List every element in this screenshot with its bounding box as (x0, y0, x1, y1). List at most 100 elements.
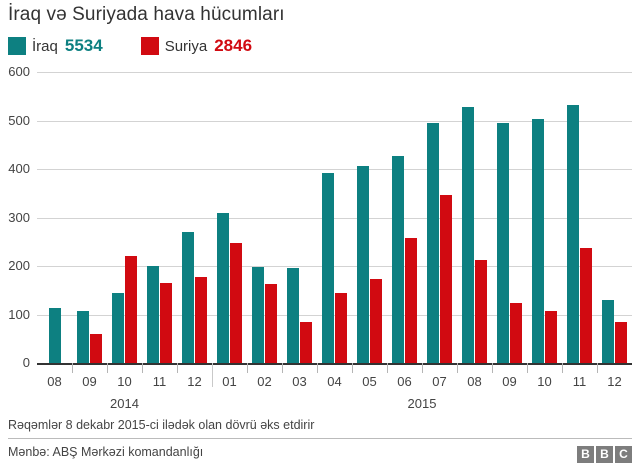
footer-divider (8, 438, 632, 439)
y-axis-tick: 400 (0, 161, 640, 176)
bar-iraq[interactable] (567, 104, 579, 363)
bar-iraq[interactable] (252, 266, 264, 363)
x-axis-tick-label: 05 (362, 374, 377, 389)
x-axis-year-label: 2015 (407, 396, 437, 411)
bar-iraq[interactable] (392, 156, 404, 363)
y-axis-tick: 0 (0, 355, 640, 370)
x-axis-tick-label: 10 (537, 374, 552, 389)
x-axis-tick-label: 06 (397, 374, 412, 389)
bar-group (212, 72, 247, 363)
y-axis-tick-label: 500 (8, 112, 30, 128)
bar-syria[interactable] (475, 259, 487, 363)
x-axis-tick-separator (317, 363, 318, 373)
bar-group (387, 72, 422, 363)
bar-iraq[interactable] (77, 310, 89, 363)
x-axis-year-label: 2014 (110, 396, 139, 411)
y-axis-tick-label: 100 (8, 306, 30, 322)
bar-iraq[interactable] (48, 308, 61, 363)
bar-syria[interactable] (510, 303, 522, 363)
x-axis-tick-label: 01 (222, 374, 237, 389)
y-axis: 0 100 200 300 400 500 600 (0, 64, 640, 370)
bar-group (37, 72, 72, 363)
x-axis-tick-label: 07 (432, 374, 447, 389)
x-axis-tick-separator (457, 363, 458, 373)
bbc-logo: B B C (577, 446, 632, 463)
x-axis-tick-separator (492, 363, 493, 373)
bar-syria[interactable] (370, 279, 382, 363)
y-axis-gridline (37, 169, 632, 170)
y-axis-gridline (37, 314, 632, 316)
x-axis-tick-separator (352, 363, 353, 373)
y-axis-tick: 600 (0, 64, 640, 79)
x-axis-tick-label: 04 (327, 374, 342, 389)
bar-syria[interactable] (405, 238, 417, 363)
bar-syria[interactable] (195, 277, 207, 363)
bar-iraq[interactable] (532, 119, 544, 363)
y-axis-tick: 300 (0, 210, 640, 225)
legend-value-syria: 2846 (214, 36, 253, 55)
x-axis-tick-separator (527, 363, 528, 373)
x-axis-tick-separator (387, 363, 388, 373)
y-axis-gridline (37, 72, 632, 73)
bar-group (422, 72, 457, 363)
x-axis-tick-label: 10 (117, 374, 132, 389)
x-axis-tick-label: 09 (82, 374, 97, 389)
x-axis-tick-label: 12 (607, 374, 622, 389)
bar-syria[interactable] (125, 256, 137, 363)
bar-iraq[interactable] (147, 265, 159, 363)
x-axis-tick-separator (247, 363, 248, 373)
y-axis-tick-label: 400 (8, 161, 30, 176)
y-axis-tick: 100 (0, 307, 640, 322)
plot-area: 0 100 200 300 400 500 600 08 09 10 11 12 01 02 03 04 05… (0, 64, 640, 411)
bbc-logo-letter: B (577, 446, 594, 463)
x-axis-tick-label: 03 (292, 374, 307, 389)
bar-syria[interactable] (580, 248, 592, 363)
bar-iraq[interactable] (427, 123, 439, 363)
legend-swatch-iraq (8, 37, 26, 55)
bar-syria[interactable] (335, 292, 347, 363)
y-axis-gridline (37, 363, 632, 365)
bar-group (72, 72, 107, 363)
chart-source: Mənbə: ABŞ Mərkəzi komandanlığı (8, 445, 204, 459)
bar-group (352, 72, 387, 363)
bar-series-group (37, 72, 632, 363)
bar-iraq[interactable] (462, 106, 474, 363)
x-axis-tick-separator (562, 363, 563, 373)
x-axis-tick-label: 08 (467, 374, 482, 389)
bar-group (527, 72, 562, 363)
bar-group (597, 72, 632, 363)
x-axis-tick-label: 11 (572, 374, 587, 389)
bar-iraq[interactable] (602, 299, 614, 363)
chart-legend: İraq 5534 Suriya 2846 (8, 36, 252, 56)
y-axis-tick: 200 (0, 258, 640, 273)
bar-iraq[interactable] (357, 166, 369, 363)
bbc-logo-letter: C (615, 446, 632, 463)
x-axis-tick-label: 02 (257, 374, 272, 389)
legend-swatch-syria (140, 37, 159, 55)
bar-syria[interactable] (545, 311, 557, 363)
y-axis-tick-label: 600 (8, 64, 30, 79)
bar-iraq[interactable] (217, 213, 229, 363)
bar-iraq[interactable] (182, 232, 194, 363)
y-axis-gridline (37, 217, 632, 219)
legend-item-iraq: İraq 5534 (8, 36, 103, 56)
bar-group (142, 72, 177, 363)
bar-iraq[interactable] (287, 268, 299, 363)
bar-iraq[interactable] (497, 122, 509, 363)
bar-group (457, 72, 492, 363)
bar-syria[interactable] (160, 283, 172, 363)
x-axis-tick-separator (422, 363, 423, 373)
y-axis-gridline (37, 266, 632, 267)
bar-syria[interactable] (265, 284, 277, 363)
bar-iraq[interactable] (112, 292, 124, 363)
bar-syria[interactable] (90, 333, 102, 363)
bar-syria[interactable] (300, 322, 312, 363)
x-axis-tick-separator (597, 363, 598, 373)
bar-group (562, 72, 597, 363)
bar-iraq[interactable] (322, 172, 334, 363)
bar-syria[interactable] (440, 195, 452, 363)
bar-syria[interactable] (230, 243, 242, 363)
bar-syria[interactable] (615, 322, 627, 363)
legend-item-syria: Suriya 2846 (140, 36, 253, 56)
